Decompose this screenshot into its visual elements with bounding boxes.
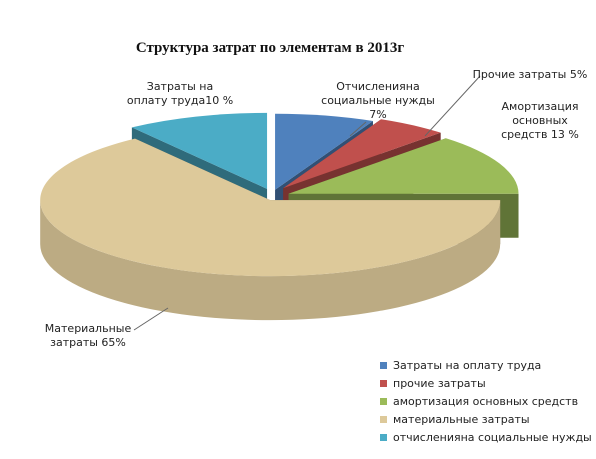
slice <box>288 138 519 194</box>
legend-label: материальные затраты <box>393 412 530 426</box>
legend-swatch <box>380 433 387 441</box>
legend-item: амортизация основных средств <box>380 392 592 410</box>
slice <box>283 119 441 189</box>
data-label: Амортизация основных средств 13 % <box>501 100 579 141</box>
legend-swatch <box>380 397 387 405</box>
slice <box>131 112 268 189</box>
legend-label: прочие затраты <box>393 376 486 390</box>
legend-label: Затраты на оплату труда <box>393 358 542 372</box>
slice-wall <box>40 200 501 321</box>
leader-line <box>424 75 481 137</box>
slice <box>40 138 501 277</box>
legend-label: отчисленияна социальные нужды <box>393 430 592 444</box>
legend-item: отчисленияна социальные нужды <box>380 428 592 446</box>
legend-swatch <box>380 379 387 387</box>
leader-line <box>349 121 367 137</box>
slice <box>275 113 373 190</box>
leader-line <box>133 307 169 331</box>
legend-swatch <box>380 361 387 369</box>
data-label: Затраты на оплату труда10 % <box>126 80 234 107</box>
legend-swatch <box>380 415 387 423</box>
chart-title: Структура затрат по элементам в 2013г <box>135 40 405 56</box>
legend-item: Затраты на оплату труда <box>380 356 592 374</box>
data-label: Отчисленияна социальные нужды 7% <box>321 80 435 121</box>
legend-label: амортизация основных средств <box>393 394 579 408</box>
data-label: Материальные затраты 65% <box>44 322 132 349</box>
legend-item: материальные затраты <box>380 410 592 428</box>
legend: Затраты на оплату труда прочие затраты амо… <box>380 356 592 446</box>
data-label: Прочие затраты 5% <box>472 68 588 81</box>
legend-item: прочие затраты <box>380 374 592 392</box>
